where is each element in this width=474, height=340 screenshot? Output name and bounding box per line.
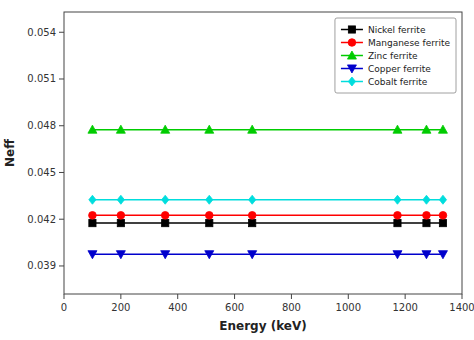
y-tick	[59, 125, 64, 126]
data-point	[248, 211, 256, 219]
x-tick-label: 0	[61, 302, 67, 313]
y-tick-label: 0.042	[27, 214, 56, 225]
x-tick	[120, 294, 121, 299]
x-tick	[462, 294, 463, 299]
data-point	[394, 220, 401, 227]
data-point	[393, 251, 402, 259]
y-tick-label: 0.045	[27, 167, 56, 178]
legend-marker	[347, 65, 356, 73]
legend-marker	[348, 39, 356, 47]
data-point	[249, 195, 256, 204]
data-point	[205, 125, 214, 133]
data-point	[393, 125, 402, 133]
data-point	[88, 251, 97, 259]
series	[88, 125, 448, 133]
legend-marker	[348, 77, 355, 86]
data-point	[88, 125, 97, 133]
legend-marker	[347, 51, 356, 59]
x-tick-label: 600	[225, 302, 244, 313]
legend-marker	[348, 26, 355, 33]
data-point	[116, 125, 125, 133]
y-tick-label: 0.054	[27, 27, 56, 38]
y-axis-label: Neff	[3, 139, 17, 167]
series	[89, 220, 447, 227]
y-tick	[59, 32, 64, 33]
legend-label: Nickel ferrite	[368, 25, 426, 35]
x-tick	[405, 294, 406, 299]
x-tick	[64, 294, 65, 299]
data-point	[162, 220, 169, 227]
data-point	[423, 211, 431, 219]
data-point	[249, 220, 256, 227]
data-point	[394, 195, 401, 204]
data-point	[439, 195, 446, 204]
legend: Nickel ferrite Manganese ferrite Zinc ferr…	[335, 18, 456, 93]
data-point	[439, 211, 447, 219]
y-tick	[59, 219, 64, 220]
data-point	[205, 251, 214, 259]
data-point	[117, 211, 125, 219]
data-point	[423, 220, 430, 227]
x-tick	[348, 294, 349, 299]
data-point	[117, 195, 124, 204]
legend-label: Manganese ferrite	[368, 38, 451, 48]
series-line	[92, 199, 443, 201]
x-tick-label: 800	[282, 302, 301, 313]
data-point	[438, 251, 447, 259]
data-point	[248, 251, 257, 259]
data-point	[117, 220, 124, 227]
data-point	[439, 220, 446, 227]
y-tick	[59, 172, 64, 173]
x-tick-label: 400	[168, 302, 187, 313]
chart: 0 200 400 600 800 1000 1200 1400 0.039 0.042 0.045…	[0, 0, 474, 340]
legend-label: Zinc ferrite	[368, 51, 418, 61]
series-line	[92, 254, 443, 256]
x-tick-label: 1000	[336, 302, 361, 313]
series	[89, 195, 447, 204]
data-point	[162, 195, 169, 204]
data-point	[422, 125, 431, 133]
y-tick-label: 0.048	[27, 120, 56, 131]
plot-frame	[64, 12, 462, 294]
series-line	[92, 129, 443, 131]
data-point	[205, 211, 213, 219]
data-point	[422, 251, 431, 259]
data-point	[206, 195, 213, 204]
y-tick-label: 0.039	[27, 260, 56, 271]
x-tick	[234, 294, 235, 299]
data-point	[161, 251, 170, 259]
data-point	[116, 251, 125, 259]
data-point	[423, 195, 430, 204]
legend-box	[335, 18, 456, 93]
data-point	[438, 125, 447, 133]
series	[89, 211, 447, 219]
data-point	[161, 211, 169, 219]
y-tick-label: 0.051	[27, 73, 56, 84]
x-tick	[177, 294, 178, 299]
x-tick	[291, 294, 292, 299]
x-tick-label: 1200	[392, 302, 417, 313]
y-tick	[59, 265, 64, 266]
y-tick	[59, 78, 64, 79]
x-axis-label: Energy (keV)	[219, 319, 306, 333]
series	[88, 251, 448, 259]
data-point	[161, 125, 170, 133]
x-tick-label: 200	[111, 302, 130, 313]
plot-area	[88, 125, 448, 259]
series-line	[92, 215, 443, 217]
legend-label: Cobalt ferrite	[368, 77, 428, 87]
plot-background	[64, 12, 462, 294]
x-tick-label: 1400	[449, 302, 474, 313]
legend-label: Copper ferrite	[368, 64, 431, 74]
series-line	[92, 222, 443, 224]
data-point	[89, 220, 96, 227]
data-point	[248, 125, 257, 133]
data-point	[206, 220, 213, 227]
data-point	[394, 211, 402, 219]
data-point	[89, 195, 96, 204]
data-point	[89, 211, 97, 219]
